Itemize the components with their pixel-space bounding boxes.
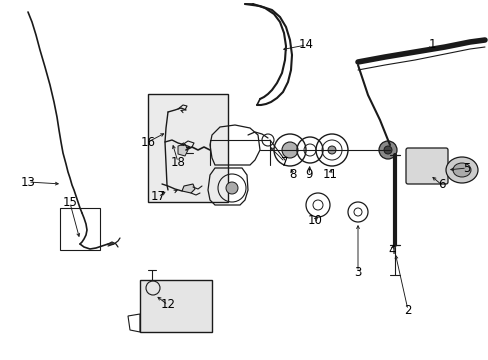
Ellipse shape <box>452 163 470 177</box>
Text: 1: 1 <box>427 39 435 51</box>
Text: 9: 9 <box>305 168 312 181</box>
Text: 3: 3 <box>354 266 361 279</box>
Text: 2: 2 <box>404 303 411 316</box>
Text: 15: 15 <box>62 197 77 210</box>
Text: 5: 5 <box>462 162 470 175</box>
Bar <box>140 280 212 332</box>
Circle shape <box>282 142 297 158</box>
Text: 7: 7 <box>281 156 288 168</box>
Text: 4: 4 <box>387 243 395 256</box>
Circle shape <box>327 146 335 154</box>
Ellipse shape <box>445 157 477 183</box>
Text: 11: 11 <box>322 168 337 181</box>
Circle shape <box>225 182 238 194</box>
Text: 14: 14 <box>298 39 313 51</box>
Text: 18: 18 <box>170 156 185 168</box>
Text: 12: 12 <box>160 298 175 311</box>
Polygon shape <box>182 184 195 193</box>
Text: 17: 17 <box>150 190 165 203</box>
Text: 13: 13 <box>20 175 35 189</box>
Circle shape <box>383 146 391 154</box>
Text: 6: 6 <box>437 179 445 192</box>
Circle shape <box>378 141 396 159</box>
Polygon shape <box>178 144 187 156</box>
FancyBboxPatch shape <box>148 94 227 202</box>
FancyBboxPatch shape <box>405 148 447 184</box>
Bar <box>60 208 100 250</box>
Text: 10: 10 <box>307 213 322 226</box>
Text: 8: 8 <box>289 168 296 181</box>
Text: 16: 16 <box>140 135 155 148</box>
